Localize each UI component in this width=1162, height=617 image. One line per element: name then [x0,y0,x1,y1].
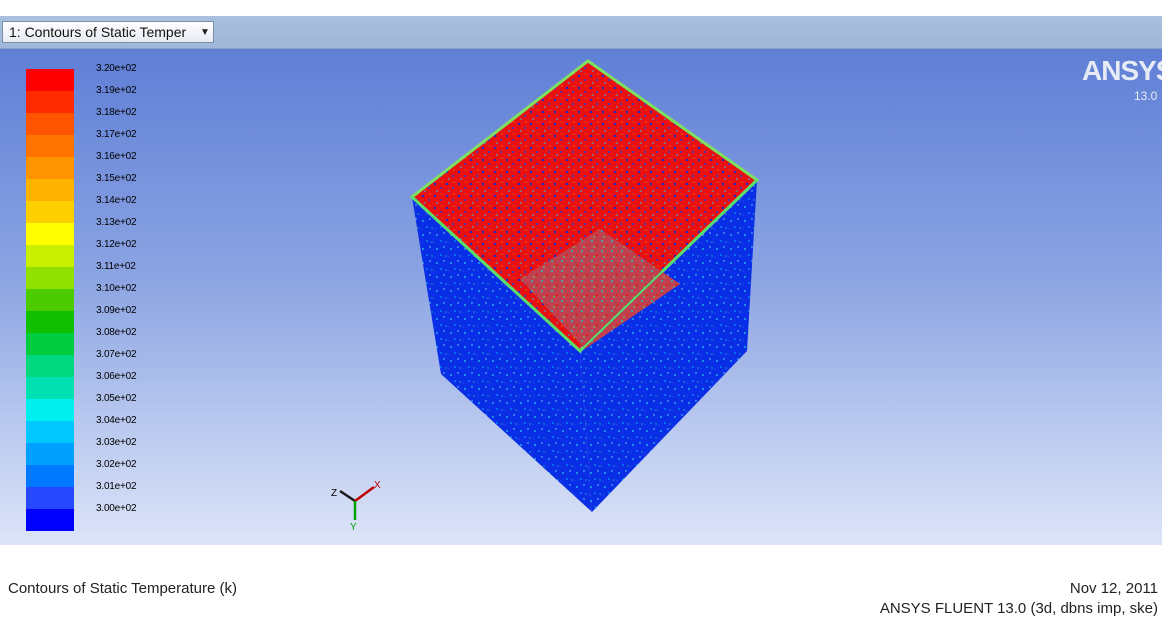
legend-row: 3.12e+02 [26,239,206,267]
legend-row: 3.17e+02 [26,129,206,157]
axis-z-line [339,489,356,503]
logo-version: 13.0 [1134,89,1158,103]
legend-label: 3.03e+02 [96,437,137,448]
plot-footer: Contours of Static Temperature (k) Nov 1… [0,546,1162,617]
legend-label: 3.14e+02 [96,195,137,206]
axis-x-label: X [374,480,381,491]
legend-swatch [26,245,74,267]
top-strip [0,0,1162,16]
legend-row: 3.20e+02 [26,63,206,91]
axis-z-label: Z [331,488,337,499]
color-legend: 3.20e+02 3.19e+02 3.18e+02 3.17e+02 3.16e+02… [26,63,206,531]
legend-row: 3.13e+02 [26,217,206,245]
legend-swatch [26,399,74,421]
legend-swatch [26,509,74,531]
plot-title: Contours of Static Temperature (k) [8,580,237,597]
legend-row: 3.09e+02 [26,305,206,333]
legend-label: 3.19e+02 [96,85,137,96]
axis-x-line [354,485,375,503]
legend-swatch [26,355,74,377]
cube-left-face [412,197,592,512]
legend-label: 3.07e+02 [96,349,137,360]
legend-label: 3.08e+02 [96,327,137,338]
legend-row: 3.10e+02 [26,283,206,311]
legend-row: 3.06e+02 [26,371,206,399]
legend-row: 3.16e+02 [26,151,206,179]
legend-row: 3.15e+02 [26,173,206,201]
legend-swatch [26,487,74,509]
legend-label: 3.15e+02 [96,173,137,184]
legend-label: 3.02e+02 [96,459,137,470]
graphics-window-selector[interactable]: 1: Contours of Static Temper ▼ [2,21,214,43]
legend-swatch [26,311,74,333]
legend-label: 3.18e+02 [96,107,137,118]
legend-label: 3.00e+02 [96,503,137,514]
legend-swatch [26,157,74,179]
axis-triad: Z X Y [331,480,381,533]
legend-swatch [26,135,74,157]
legend-label: 3.05e+02 [96,393,137,404]
legend-label: 3.17e+02 [96,129,137,140]
graphics-viewport[interactable]: 3.20e+02 3.19e+02 3.18e+02 3.17e+02 3.16e+02… [0,49,1162,545]
plot-date: Nov 12, 2011 [1069,580,1158,597]
legend-swatch [26,333,74,355]
legend-row: 3.05e+02 [26,393,206,421]
legend-swatch [26,201,74,223]
legend-swatch [26,267,74,289]
legend-swatch [26,223,74,245]
legend-row: 3.07e+02 [26,349,206,377]
legend-swatch [26,289,74,311]
legend-label: 3.09e+02 [96,305,137,316]
logo-text: ANSYS [1082,55,1162,86]
cube-right-face [580,180,757,512]
legend-swatch [26,377,74,399]
legend-row: 3.11e+02 [26,261,206,289]
cube-geometry [409,59,760,512]
contour-cube-plot: Z X Y [331,59,760,533]
ansys-logo: ANSYS 13.0 [1082,55,1162,105]
legend-row: 3.03e+02 [26,437,206,465]
legend-label: 3.10e+02 [96,283,137,294]
legend-swatch [26,443,74,465]
legend-row: 3.18e+02 [26,107,206,135]
legend-row: 3.04e+02 [26,415,206,443]
chevron-down-icon[interactable]: ▼ [200,26,210,38]
legend-label: 3.04e+02 [96,415,137,426]
legend-label: 3.01e+02 [96,481,137,492]
legend-swatch [26,91,74,113]
legend-label: 3.06e+02 [96,371,137,382]
legend-row: 3.02e+02 [26,459,206,487]
legend-label: 3.20e+02 [96,63,137,74]
legend-swatch [26,421,74,443]
legend-label: 3.13e+02 [96,217,137,228]
axis-y-label: Y [350,522,357,533]
legend-label: 3.11e+02 [96,261,136,272]
legend-row: 3.19e+02 [26,85,206,113]
legend-row: 3.00e+02 [26,503,206,531]
legend-swatch [26,179,74,201]
legend-label: 3.16e+02 [96,151,137,162]
legend-row: 3.08e+02 [26,327,206,355]
cube-top-inner-region [520,229,680,349]
legend-swatch [26,113,74,135]
legend-row: 3.01e+02 [26,481,206,509]
graphics-window-label: 1: Contours of Static Temper [9,24,187,40]
legend-swatch [26,69,74,91]
legend-label: 3.12e+02 [96,239,137,250]
legend-swatch [26,465,74,487]
graphics-tab-bar: 1: Contours of Static Temper ▼ [0,16,1162,49]
cube-edge-highlight [411,179,758,353]
solver-version: ANSYS FLUENT 13.0 (3d, dbns imp, ske) [879,600,1158,617]
legend-row: 3.14e+02 [26,195,206,223]
